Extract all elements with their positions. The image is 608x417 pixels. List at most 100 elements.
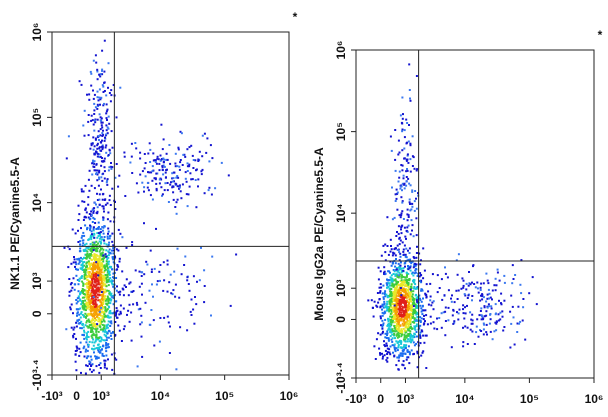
event-dot <box>392 330 395 332</box>
event-dot <box>102 258 105 261</box>
event-dot <box>444 310 447 313</box>
event-dot <box>178 165 181 168</box>
event-dot <box>410 306 413 309</box>
event-dot <box>376 292 379 294</box>
event-dot <box>98 294 101 297</box>
event-dot <box>97 313 100 316</box>
event-dot <box>377 278 380 281</box>
event-dot <box>409 293 412 296</box>
event-dot <box>402 360 405 363</box>
event-dot <box>94 326 97 329</box>
event-dot <box>498 279 501 282</box>
event-dot <box>394 200 397 202</box>
event-dot <box>383 312 386 315</box>
event-dot <box>196 280 198 283</box>
event-dot <box>98 250 101 253</box>
event-dot <box>406 299 409 302</box>
event-dot <box>511 282 514 285</box>
event-dot <box>396 249 399 251</box>
event-dot <box>482 328 485 331</box>
event-dot <box>102 264 105 267</box>
event-dot <box>119 312 122 315</box>
event-dot <box>177 148 180 151</box>
event-dot <box>494 313 497 316</box>
event-dot <box>162 157 165 160</box>
event-dot <box>396 307 399 310</box>
event-dot <box>404 308 407 311</box>
event-dot <box>122 328 125 331</box>
event-dot <box>95 163 98 166</box>
event-dot <box>97 226 100 228</box>
event-dot <box>404 235 407 238</box>
event-dot <box>393 309 396 312</box>
event-dot <box>95 211 98 214</box>
event-dot <box>78 313 81 316</box>
event-dot <box>143 186 146 189</box>
event-dot <box>400 285 403 288</box>
event-dot <box>487 303 490 306</box>
event-dot <box>94 266 97 268</box>
event-dot <box>398 259 401 262</box>
event-dot <box>99 328 102 331</box>
event-dot <box>462 341 465 344</box>
event-dot <box>124 195 127 197</box>
event-dot <box>166 158 169 161</box>
event-dot <box>404 310 407 313</box>
event-dot <box>211 255 214 258</box>
event-dot <box>100 277 103 280</box>
event-dot <box>94 340 97 343</box>
event-dot <box>103 39 106 42</box>
event-dot <box>378 286 381 289</box>
event-dot <box>131 290 134 293</box>
event-dot <box>400 299 403 302</box>
event-dot <box>160 186 163 189</box>
event-dot <box>81 244 84 247</box>
event-dot <box>95 203 97 206</box>
event-dot <box>97 105 100 107</box>
event-dot <box>105 94 108 97</box>
event-dot <box>407 216 410 218</box>
event-dot <box>175 212 178 215</box>
event-dot <box>404 262 407 264</box>
event-dot <box>227 174 230 177</box>
event-dot <box>89 326 92 329</box>
event-dot <box>92 246 95 249</box>
event-dot <box>456 273 459 276</box>
event-dot <box>406 274 408 277</box>
event-dot <box>405 293 408 295</box>
event-dot <box>444 306 447 309</box>
event-dot <box>87 330 90 333</box>
event-dot <box>117 228 120 231</box>
event-dot <box>96 147 99 150</box>
event-dot <box>441 298 444 301</box>
event-dot <box>80 303 83 306</box>
event-dot <box>94 355 97 358</box>
event-dot <box>235 253 238 256</box>
event-dot <box>393 283 396 286</box>
event-dot <box>109 316 112 319</box>
event-dot <box>399 284 402 287</box>
event-dot <box>84 271 87 273</box>
event-dot <box>401 290 404 293</box>
event-dot <box>107 62 110 65</box>
event-dot <box>422 277 425 280</box>
event-dot <box>105 315 108 318</box>
event-dot <box>90 258 93 261</box>
event-dot <box>412 308 415 311</box>
event-dot <box>91 309 94 312</box>
event-dot <box>143 190 145 193</box>
event-dot <box>90 289 93 292</box>
event-dot <box>405 272 408 274</box>
event-dot <box>401 210 404 213</box>
event-dot <box>106 179 109 182</box>
event-dot <box>466 326 469 329</box>
event-dot <box>400 214 403 217</box>
event-dot <box>108 248 111 251</box>
event-dot <box>86 279 89 282</box>
event-dot <box>411 190 414 193</box>
event-dot <box>115 289 118 292</box>
event-dot <box>98 73 101 76</box>
event-dot <box>397 274 400 277</box>
event-dot <box>68 290 71 293</box>
event-dot <box>112 256 115 259</box>
